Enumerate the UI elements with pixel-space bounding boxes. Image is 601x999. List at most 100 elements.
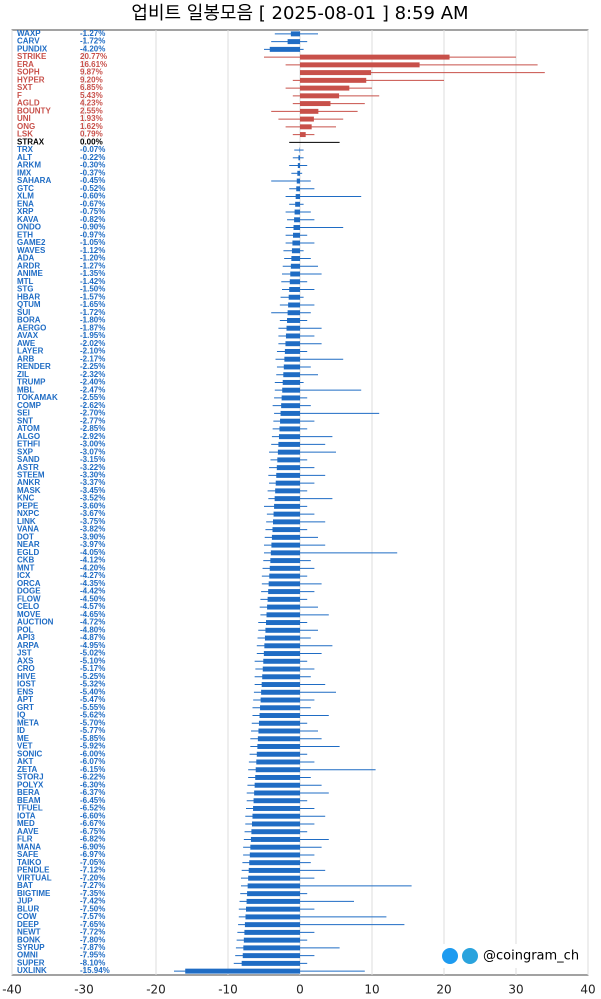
value-label: -5.40% — [80, 687, 105, 696]
value-label: -3.82% — [80, 525, 105, 534]
category-label: KAVA — [17, 215, 39, 224]
bar — [277, 449, 300, 455]
category-label: BLUR — [17, 904, 39, 913]
category-label: IOTA — [17, 811, 36, 820]
bar — [290, 271, 300, 277]
value-label: -2.47% — [80, 385, 105, 394]
category-label: ARPA — [17, 641, 39, 650]
value-label: -3.00% — [80, 440, 105, 449]
category-label: AVAX — [17, 331, 39, 340]
category-label: GTC — [17, 184, 34, 193]
category-label: COW — [17, 912, 37, 921]
category-label: UNI — [17, 114, 31, 123]
bar — [289, 279, 300, 285]
bar — [265, 627, 300, 633]
value-label: -2.02% — [80, 339, 105, 348]
bar — [300, 77, 367, 83]
bar — [278, 441, 300, 447]
bar — [266, 612, 300, 618]
category-label: META — [17, 718, 39, 727]
value-label: -5.17% — [80, 664, 105, 673]
value-label: -6.15% — [80, 765, 105, 774]
value-label: -0.97% — [80, 230, 105, 239]
category-label: CARV — [17, 37, 40, 46]
value-label: -2.10% — [80, 347, 105, 356]
value-label: -3.15% — [80, 455, 105, 464]
category-label: ENS — [17, 687, 34, 696]
bar — [251, 829, 300, 835]
category-label: ZIL — [17, 370, 29, 379]
bar — [283, 364, 300, 370]
category-label: TRX — [17, 145, 34, 154]
value-label: 16.61% — [80, 60, 107, 69]
category-label: UXLINK — [17, 966, 47, 975]
value-label: -1.72% — [80, 37, 105, 46]
bar — [258, 720, 300, 726]
value-label: -0.67% — [80, 199, 105, 208]
category-label: APT — [17, 695, 33, 704]
value-label: -6.52% — [80, 804, 105, 813]
bar — [276, 465, 300, 471]
value-label: -4.27% — [80, 571, 105, 580]
value-label: -7.50% — [80, 904, 105, 913]
bar — [270, 550, 300, 556]
value-label: -1.57% — [80, 292, 105, 301]
value-label: -5.92% — [80, 742, 105, 751]
category-label: LAYER — [17, 347, 44, 356]
category-label: ALGO — [17, 432, 40, 441]
category-label: MANA — [17, 842, 41, 851]
value-label: -4.57% — [80, 602, 105, 611]
bar — [247, 891, 300, 897]
bar — [294, 217, 300, 223]
category-label: COMP — [17, 401, 42, 410]
value-label: 20.77% — [80, 52, 107, 61]
value-label: -4.20% — [80, 44, 105, 53]
value-label: -4.35% — [80, 579, 105, 588]
bar — [277, 457, 300, 463]
value-label: 6.85% — [80, 83, 103, 92]
category-label: STEEM — [17, 470, 45, 479]
bar — [260, 705, 300, 711]
x-tick-label: 20 — [436, 983, 451, 997]
bar — [241, 960, 300, 966]
category-label: XRP — [17, 207, 34, 216]
bar — [257, 744, 300, 749]
category-label: SUPER — [17, 958, 45, 967]
bar — [296, 178, 300, 184]
bar — [255, 767, 300, 773]
value-label: -1.87% — [80, 323, 105, 332]
value-label: -5.25% — [80, 672, 105, 681]
value-label: -6.60% — [80, 811, 105, 820]
value-label: -1.95% — [80, 331, 105, 340]
category-label: JUP — [17, 897, 33, 906]
bar — [292, 240, 300, 246]
category-label: DEEP — [17, 920, 39, 929]
value-label: -1.27% — [80, 261, 105, 270]
bar — [290, 263, 300, 269]
category-label: ENA — [17, 199, 34, 208]
bar — [295, 201, 300, 207]
bar — [288, 302, 300, 308]
category-label: SYRUP — [17, 943, 45, 952]
value-label: 1.93% — [80, 114, 103, 123]
bar — [300, 101, 331, 107]
category-label: XLM — [17, 192, 34, 201]
category-label: BIGTIME — [17, 889, 51, 898]
value-label: -4.20% — [80, 563, 105, 572]
bar — [300, 116, 314, 122]
x-tick-label: 40 — [580, 983, 595, 997]
value-label: -5.85% — [80, 734, 105, 743]
value-label: -1.72% — [80, 308, 105, 317]
value-label: -7.95% — [80, 951, 105, 960]
category-label: SEI — [17, 409, 30, 418]
bar — [273, 511, 300, 517]
category-label: ASTR — [17, 463, 39, 472]
value-label: -6.22% — [80, 773, 105, 782]
bar — [285, 333, 300, 339]
bar — [262, 666, 300, 672]
bar — [244, 922, 300, 928]
bar — [266, 620, 300, 626]
value-label: -1.05% — [80, 238, 105, 247]
category-label: AERGO — [17, 323, 46, 332]
